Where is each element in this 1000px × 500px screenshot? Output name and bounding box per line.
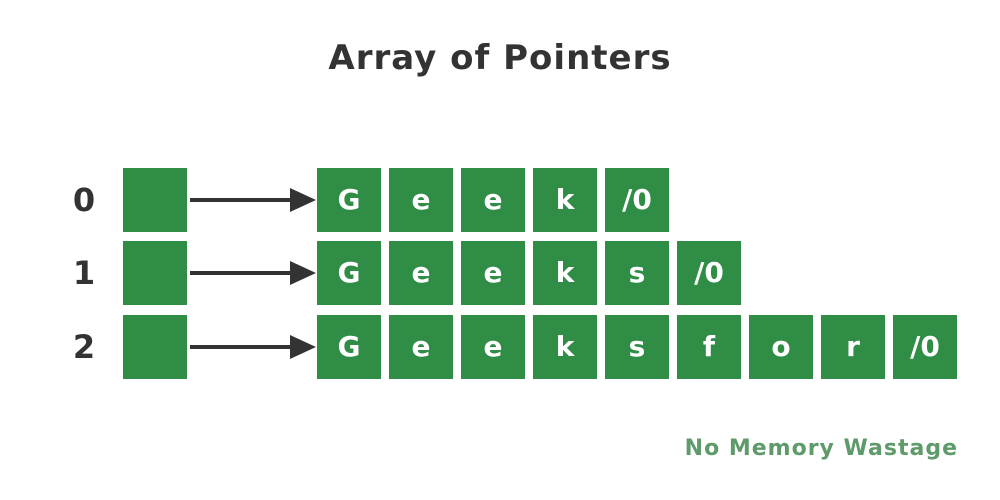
pointer-arrow-icon: [190, 188, 316, 212]
null-terminator-cell: /0: [605, 168, 669, 232]
pointer-cell: [123, 168, 187, 232]
row-index-label: 2: [72, 328, 96, 366]
char-cell: e: [461, 315, 525, 379]
pointer-cell: [123, 315, 187, 379]
null-terminator-cell: /0: [677, 241, 741, 305]
char-cell: e: [389, 241, 453, 305]
pointer-arrow-icon: [190, 335, 316, 359]
char-cell: f: [677, 315, 741, 379]
row-index-label: 0: [72, 181, 96, 219]
arrow-head: [290, 188, 316, 212]
diagram-title: Array of Pointers: [328, 38, 672, 78]
char-cell: k: [533, 241, 597, 305]
char-cell: G: [317, 168, 381, 232]
null-terminator-cell: /0: [893, 315, 957, 379]
arrow-head: [290, 261, 316, 285]
char-cell: s: [605, 241, 669, 305]
char-cell: e: [389, 168, 453, 232]
char-cell: o: [749, 315, 813, 379]
char-cell: G: [317, 241, 381, 305]
char-cell: s: [605, 315, 669, 379]
char-cell: k: [533, 168, 597, 232]
pointer-cell: [123, 241, 187, 305]
pointer-arrow-icon: [190, 261, 316, 285]
memory-note: No Memory Wastage: [684, 436, 958, 461]
char-cell: r: [821, 315, 885, 379]
char-cell: k: [533, 315, 597, 379]
row-index-label: 1: [72, 254, 96, 292]
char-cell: e: [461, 168, 525, 232]
char-cell: G: [317, 315, 381, 379]
arrow-head: [290, 335, 316, 359]
char-cell: e: [389, 315, 453, 379]
char-cell: e: [461, 241, 525, 305]
